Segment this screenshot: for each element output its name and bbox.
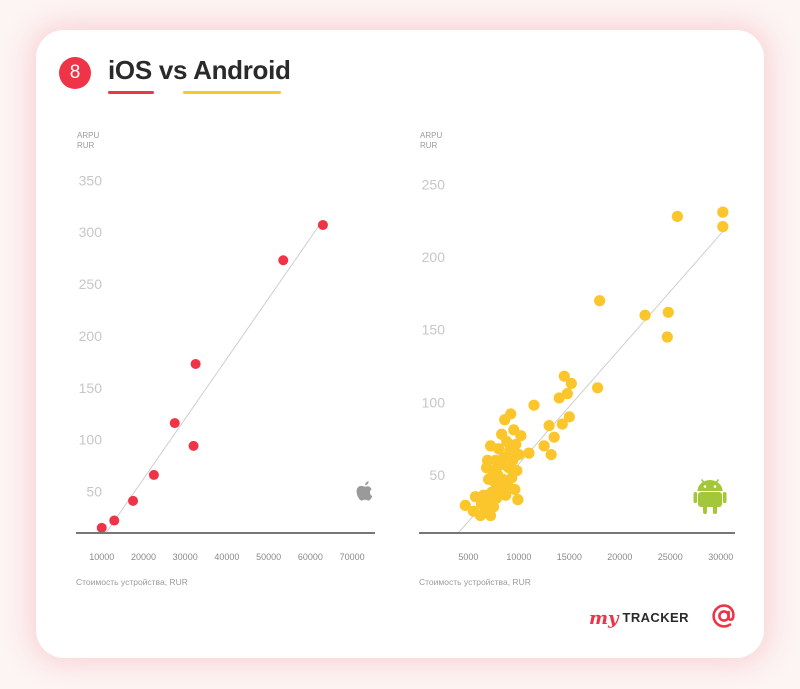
x-tick-label: 25000	[658, 552, 683, 562]
infographic-card: 8 iOS vs Android my TRACKER	[36, 30, 764, 658]
data-point	[481, 454, 494, 466]
data-point	[515, 430, 527, 442]
data-point	[548, 431, 560, 443]
x-axis-label: Стоимость устройства, RUR	[76, 577, 188, 587]
y-tick-label: 150	[79, 380, 103, 396]
x-tick-label: 5000	[458, 552, 478, 562]
y-axis-label-line2: RUR	[77, 141, 95, 150]
data-point	[592, 382, 604, 394]
data-point	[501, 435, 513, 448]
x-tick-label: 40000	[214, 552, 239, 562]
data-point	[556, 418, 568, 430]
data-point	[109, 515, 120, 526]
data-point	[487, 501, 500, 513]
data-point	[558, 370, 570, 382]
y-tick-label: 150	[422, 322, 446, 338]
data-point	[493, 443, 505, 455]
y-tick-label: 250	[79, 276, 103, 292]
data-point	[500, 489, 512, 501]
y-tick-label: 200	[422, 249, 446, 265]
x-tick-label: 20000	[607, 552, 632, 562]
data-point	[545, 448, 557, 461]
x-axis-label: Стоимость устройства, RUR	[419, 577, 531, 587]
data-point	[538, 440, 550, 452]
data-point	[148, 469, 159, 480]
x-tick-label: 15000	[557, 552, 582, 562]
data-point	[96, 522, 107, 533]
data-point	[561, 388, 573, 400]
data-point	[169, 418, 180, 429]
data-point	[662, 306, 674, 318]
data-point	[523, 447, 535, 459]
ios-underline	[108, 91, 154, 94]
data-point	[509, 483, 521, 496]
data-point	[512, 494, 524, 506]
data-point	[317, 219, 328, 230]
page-title: iOS vs Android	[108, 55, 291, 85]
x-tick-label: 70000	[340, 552, 365, 562]
android-logo-icon	[693, 479, 727, 514]
data-point	[661, 331, 673, 343]
data-point	[511, 464, 523, 477]
x-tick-label: 50000	[256, 552, 281, 562]
data-point	[639, 309, 651, 321]
brand-name: TRACKER	[622, 610, 689, 625]
data-point	[190, 358, 201, 369]
data-point	[188, 440, 199, 451]
y-axis-label-line1: ARPU	[77, 131, 99, 140]
android-underline	[183, 91, 281, 94]
section-number-badge: 8	[59, 57, 91, 89]
data-point	[505, 408, 517, 420]
data-point	[528, 399, 540, 411]
data-point	[565, 377, 577, 390]
y-tick-label: 100	[79, 432, 103, 448]
data-point	[491, 492, 503, 504]
data-point	[543, 419, 555, 432]
y-tick-label: 250	[422, 177, 446, 193]
y-tick-label: 200	[79, 328, 103, 344]
data-point	[510, 438, 522, 451]
data-point	[671, 210, 683, 223]
mytracker-logo: my TRACKER	[589, 608, 689, 629]
data-point	[459, 499, 471, 512]
x-tick-label: 30000	[173, 552, 198, 562]
y-tick-label: 300	[79, 224, 103, 240]
y-axis-label-line1: ARPU	[420, 131, 442, 140]
data-point	[278, 255, 289, 266]
x-tick-label: 10000	[89, 552, 114, 562]
data-point	[563, 411, 575, 423]
data-point	[513, 448, 525, 461]
data-point	[128, 495, 139, 506]
y-axis-label-line2: RUR	[420, 141, 438, 150]
data-point	[484, 509, 497, 522]
x-tick-label: 10000	[506, 552, 531, 562]
data-point	[717, 221, 729, 233]
y-tick-label: 350	[79, 172, 103, 188]
data-point	[594, 295, 606, 307]
y-tick-label: 50	[86, 484, 102, 500]
brand-prefix: my	[589, 608, 619, 629]
x-tick-label: 30000	[708, 552, 733, 562]
trend-line	[105, 225, 320, 534]
apple-logo-icon	[356, 481, 373, 501]
at-sign-icon	[712, 604, 735, 628]
x-tick-label: 60000	[298, 552, 323, 562]
x-tick-label: 20000	[131, 552, 156, 562]
y-tick-label: 100	[422, 394, 446, 410]
data-point	[717, 206, 729, 218]
y-tick-label: 50	[429, 467, 445, 483]
